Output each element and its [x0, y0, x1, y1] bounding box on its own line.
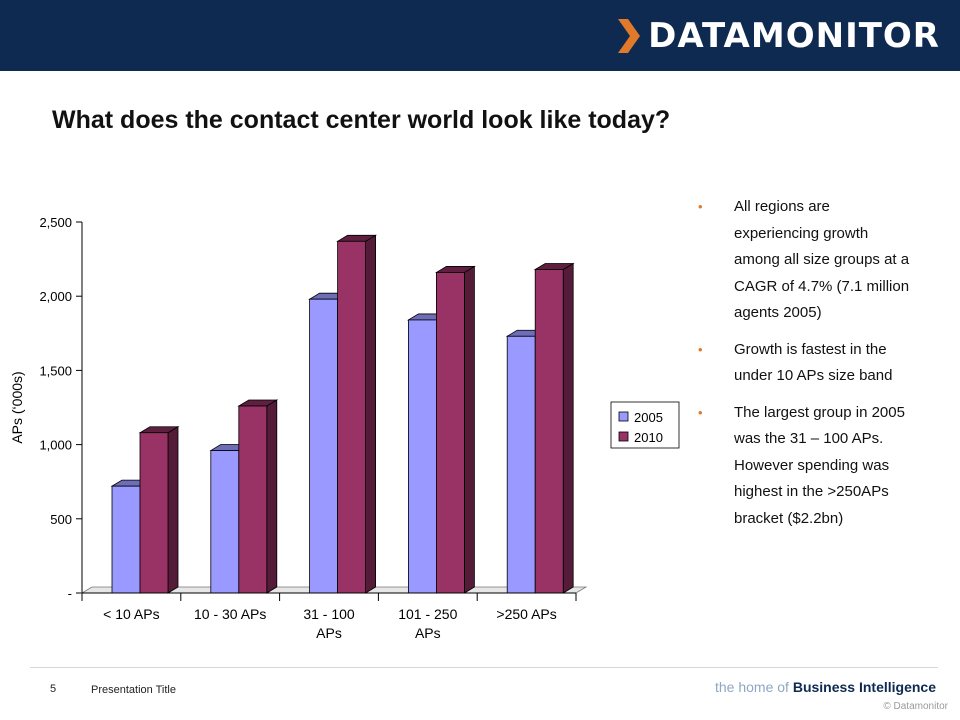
- tagline-bold: Business Intelligence: [792, 679, 936, 695]
- bar-side: [463, 265, 475, 594]
- bar-2005-0: [111, 485, 141, 594]
- legend-label-2010: 2010: [634, 430, 663, 445]
- y-tick-label: 2,500: [39, 215, 72, 230]
- bar-2010-0: [139, 432, 169, 594]
- bar-side: [167, 426, 179, 594]
- bar-side: [365, 234, 377, 594]
- bar-side: [266, 399, 278, 594]
- page-number: 5: [50, 683, 57, 695]
- bar-2010-4: [534, 269, 564, 594]
- bar-2005-3: [407, 319, 437, 594]
- tagline: the home of Business Intelligence: [715, 679, 936, 695]
- footer-divider: [30, 667, 938, 668]
- x-tick-label: 101 - 250: [398, 606, 457, 622]
- bar-2010-3: [435, 272, 465, 594]
- y-tick-label: 2,000: [39, 289, 72, 304]
- x-tick-label: 10 - 30 APs: [194, 606, 266, 622]
- x-tick-label: APs: [415, 625, 441, 641]
- bullet-list: All regions are experiencing growth amon…: [694, 194, 914, 542]
- x-tick-label: 31 - 100: [303, 606, 355, 622]
- bullet-item: The largest group in 2005 was the 31 – 1…: [694, 400, 914, 533]
- slide-title: What does the contact center world look …: [52, 106, 671, 134]
- bar-2005-2: [309, 298, 339, 594]
- copyright: © Datamonitor: [883, 701, 948, 712]
- logo-text: DATAMONITOR: [648, 16, 940, 56]
- legend-swatch-2010: [618, 431, 629, 442]
- datamonitor-logo: DATAMONITOR: [616, 14, 940, 58]
- x-tick-label: APs: [316, 625, 342, 641]
- bullet-item: All regions are experiencing growth amon…: [694, 194, 914, 327]
- tagline-prefix: the home of: [715, 679, 793, 695]
- y-tick-label: 500: [50, 512, 72, 527]
- y-axis-label: APs (‘000s): [9, 371, 25, 443]
- header-bar: DATAMONITOR: [0, 0, 960, 71]
- presentation-title: Presentation Title: [91, 684, 176, 696]
- y-tick-label: 1,000: [39, 438, 72, 453]
- bar-2010-1: [238, 405, 268, 594]
- y-tick-label: -: [68, 586, 72, 601]
- y-tick-label: 1,500: [39, 363, 72, 378]
- bullet-item: Growth is fastest in the under 10 APs si…: [694, 337, 914, 390]
- legend-swatch-2005: [618, 411, 629, 422]
- bar-chart: - 500 1,000 1,500 2,000 2,500 < 10 APs 10 - 30 …: [9, 215, 680, 641]
- legend-label-2005: 2005: [634, 410, 663, 425]
- bar-2005-4: [506, 335, 536, 594]
- bar-side: [562, 262, 574, 594]
- bar-2010-2: [337, 240, 367, 594]
- chevron-icon: [618, 19, 641, 53]
- x-tick-label: >250 APs: [496, 606, 556, 622]
- bar-2005-1: [210, 450, 240, 594]
- x-tick-label: < 10 APs: [103, 606, 159, 622]
